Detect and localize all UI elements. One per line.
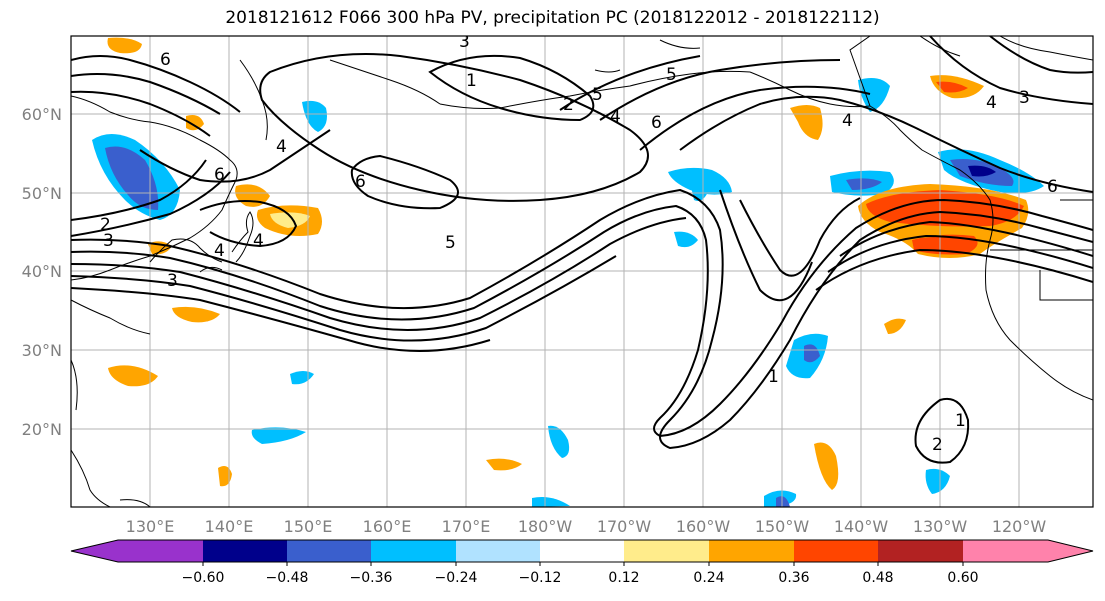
colorbar-tick-label: −0.60 (182, 570, 225, 586)
colorbar-bin (878, 540, 963, 562)
lon-label: 180°W (518, 517, 573, 536)
contour-label: 2 (563, 95, 574, 115)
colorbar-bin (709, 540, 794, 562)
lon-label: 170°E (442, 517, 491, 536)
colorbar-bin (963, 540, 1048, 562)
contour-label: 4 (842, 111, 853, 131)
colorbar-tick-label: −0.36 (350, 570, 393, 586)
contour-label: 5 (592, 85, 603, 105)
contour-label: 4 (986, 93, 997, 113)
lon-label: 150°E (284, 517, 333, 536)
lon-label: 120°W (992, 517, 1047, 536)
colorbar-extend-high (1048, 540, 1093, 562)
contour-label: 6 (1047, 177, 1058, 197)
contour-label: 1 (466, 71, 477, 91)
contour-label: 6 (355, 172, 366, 192)
colorbar-bin (540, 540, 624, 562)
colorbar-tick-label: −0.48 (266, 570, 309, 586)
graticule (71, 36, 1093, 507)
contour-label: 2 (100, 215, 111, 235)
colorbar-bin (456, 540, 540, 562)
contour-label: 5 (445, 233, 456, 253)
lon-label: 160°E (363, 517, 412, 536)
colorbar-bin (624, 540, 709, 562)
colorbar-bin (118, 540, 203, 562)
pv-contours (71, 36, 1093, 464)
colorbar-outline (70, 539, 1094, 563)
colorbar-bin (287, 540, 371, 562)
latitude-labels: 60°N 50°N 40°N 30°N 20°N (22, 105, 62, 439)
lon-label: 170°W (597, 517, 652, 536)
map-border (70, 35, 1094, 508)
lon-label: 140°E (205, 517, 254, 536)
contour-label: 3 (1019, 88, 1030, 108)
colorbar-tick-label: 0.48 (862, 570, 893, 586)
lat-label: 40°N (22, 262, 62, 281)
contour-label: 1 (955, 411, 966, 431)
contour-label: 3 (459, 32, 470, 52)
lat-label: 60°N (22, 105, 62, 124)
colorbar-extend-low (71, 540, 118, 562)
colorbar-bin (794, 540, 878, 562)
contour-labels: 6 4 6 2 3 4 4 3 1 2 3 4 5 6 6 5 4 1 4 3 … (100, 32, 1058, 455)
contour-label: 2 (932, 435, 943, 455)
colorbar-bin (203, 540, 287, 562)
colorbar-tick-label: 0.24 (693, 570, 724, 586)
colorbar-tick-label: 0.36 (778, 570, 809, 586)
lon-label: 140°W (834, 517, 889, 536)
contour-label: 1 (768, 367, 779, 387)
map-title: 2018121612 F066 300 hPa PV, precipitatio… (225, 8, 880, 28)
lon-label: 130°W (913, 517, 968, 536)
lat-label: 30°N (22, 341, 62, 360)
lat-label: 50°N (22, 184, 62, 203)
coastlines (71, 36, 1093, 507)
contour-label: 3 (167, 271, 178, 291)
colorbar-tick-label: 0.12 (608, 570, 639, 586)
lon-label: 130°E (126, 517, 175, 536)
contour-label: 6 (651, 113, 662, 133)
contour-label: 6 (160, 50, 171, 70)
colorbar: −0.60 −0.48 −0.36 −0.24 −0.12 0.12 0.24 0.36 0.4… (70, 539, 1094, 586)
lon-label: 150°W (755, 517, 810, 536)
colorbar-tick-label: −0.24 (435, 570, 478, 586)
colorbar-tick-label: 0.60 (947, 570, 978, 586)
contour-label: 4 (276, 137, 287, 157)
longitude-labels: 130°E 140°E 150°E 160°E 170°E 180°W 170°… (126, 517, 1047, 536)
contour-label: 4 (214, 241, 225, 261)
contour-label: 4 (610, 107, 621, 127)
colorbar-tick-label: −0.12 (519, 570, 562, 586)
lon-label: 160°W (676, 517, 731, 536)
lat-label: 20°N (22, 420, 62, 439)
contour-label: 6 (214, 165, 225, 185)
colorbar-bin (371, 540, 456, 562)
contour-label: 5 (666, 65, 677, 85)
contour-label: 3 (103, 231, 114, 251)
precipitation-shading (92, 37, 1044, 507)
contour-label: 4 (253, 231, 264, 251)
